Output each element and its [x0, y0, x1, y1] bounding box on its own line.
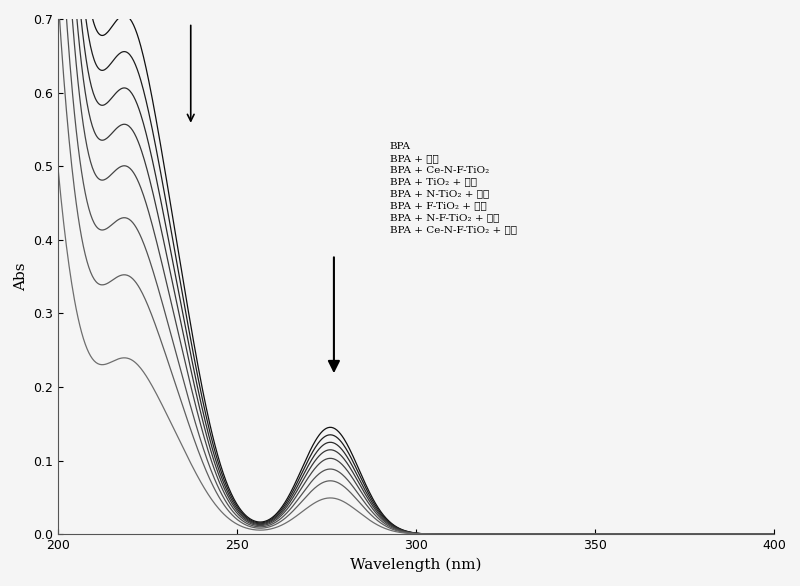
Y-axis label: Abs: Abs — [14, 263, 28, 291]
Legend: BPA, BPA + 光照, BPA + Ce-N-F-TiO₂, BPA + TiO₂ + 光照, BPA + N-TiO₂ + 光照, BPA + F-Ti: BPA, BPA + 光照, BPA + Ce-N-F-TiO₂, BPA + … — [386, 138, 521, 239]
X-axis label: Wavelength (nm): Wavelength (nm) — [350, 558, 482, 572]
